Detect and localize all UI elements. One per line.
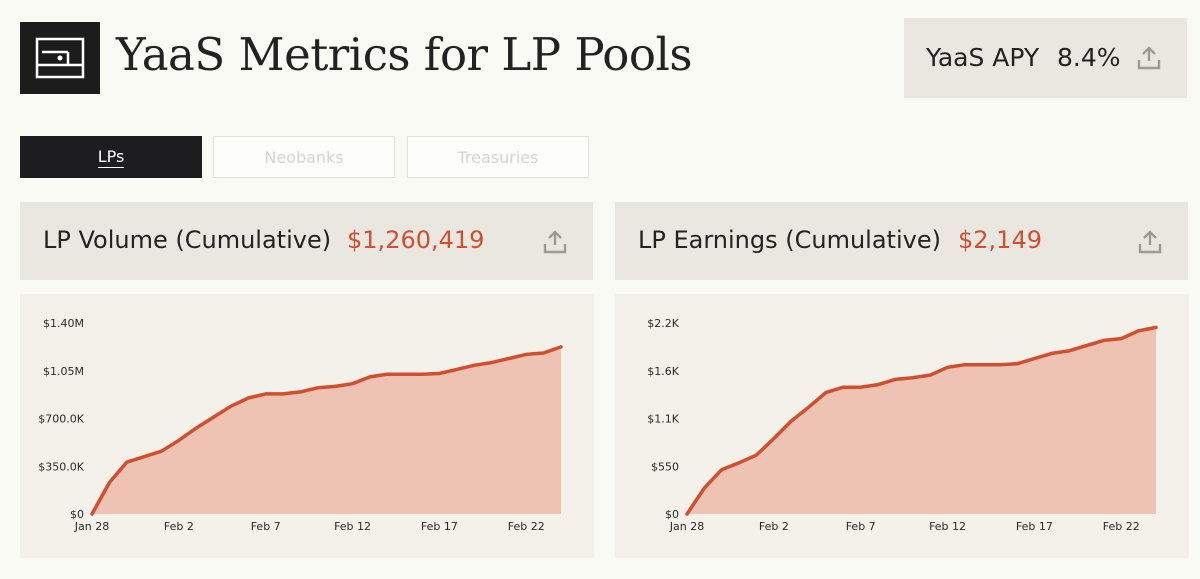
tab-neobanks[interactable]: Neobanks	[213, 136, 395, 178]
y-tick-label: $1.6K	[647, 365, 679, 378]
x-tick-label: Feb 2	[759, 520, 789, 533]
earnings-chart: $0 $550 $1.1K $1.6K $2.2K Jan 28 Feb 2 Feb 7 Feb…	[647, 317, 1158, 533]
page-title: YaaS Metrics for LP Pools	[116, 28, 692, 81]
x-tick-label: Feb 17	[1016, 520, 1053, 533]
earnings-chart-panel: $0 $550 $1.1K $1.6K $2.2K Jan 28 Feb 2 Feb 7 Feb…	[615, 294, 1189, 558]
volume-line	[90, 345, 563, 516]
tab-lps-label: LPs	[97, 146, 125, 168]
volume-card-title: LP Volume (Cumulative)	[43, 226, 332, 254]
x-tick-label: Feb 22	[1103, 520, 1140, 533]
tab-treasuries[interactable]: Treasuries	[407, 136, 589, 178]
earnings-card-value: $2,149	[958, 226, 1042, 254]
volume-area	[92, 346, 561, 514]
y-tick-label: $0	[665, 508, 679, 521]
volume-chart: $0 $350.0K $700.0K $1.05M $1.40M Jan 28 Feb 2 F…	[38, 317, 563, 533]
x-tick-label: Feb 7	[846, 520, 876, 533]
y-tick-label: $1.40M	[43, 317, 84, 330]
y-tick-label: $2.2K	[647, 317, 679, 330]
x-tick-label: Feb 12	[334, 520, 371, 533]
tab-treasuries-label: Treasuries	[457, 147, 539, 167]
earnings-card-title: LP Earnings (Cumulative)	[638, 226, 941, 254]
y-tick-label: $1.1K	[647, 413, 679, 426]
volume-card-header: LP Volume (Cumulative) $1,260,419	[20, 202, 593, 280]
earnings-area	[687, 327, 1156, 514]
volume-card-value: $1,260,419	[347, 226, 485, 254]
y-tick-label: $700.0K	[38, 413, 84, 426]
apy-label: YaaS APY	[926, 43, 1040, 72]
earnings-line	[685, 325, 1158, 516]
share-icon[interactable]	[1136, 45, 1162, 71]
x-tick-label: Jan 28	[74, 520, 109, 533]
tab-neobanks-label: Neobanks	[264, 147, 344, 167]
volume-chart-panel: $0 $350.0K $700.0K $1.05M $1.40M Jan 28 Feb 2 F…	[20, 294, 594, 558]
share-icon[interactable]	[542, 229, 568, 255]
tab-lps[interactable]: LPs	[20, 136, 202, 178]
earnings-card-header: LP Earnings (Cumulative) $2,149	[615, 202, 1188, 280]
y-tick-label: $550	[651, 460, 679, 473]
y-tick-label: $350.0K	[38, 460, 84, 473]
apy-value: 8.4%	[1057, 43, 1121, 72]
y-tick-label: $1.05M	[43, 365, 84, 378]
x-tick-label: Feb 12	[929, 520, 966, 533]
y-tick-label: $0	[70, 508, 84, 521]
share-icon[interactable]	[1137, 229, 1163, 255]
x-tick-label: Feb 2	[164, 520, 194, 533]
x-tick-label: Feb 7	[251, 520, 281, 533]
x-tick-label: Feb 22	[508, 520, 545, 533]
x-tick-label: Jan 28	[669, 520, 704, 533]
pool-logo-icon	[20, 22, 100, 94]
x-tick-label: Feb 17	[421, 520, 458, 533]
pool-logo-svg	[35, 37, 85, 79]
apy-box: YaaS APY 8.4%	[904, 18, 1187, 98]
